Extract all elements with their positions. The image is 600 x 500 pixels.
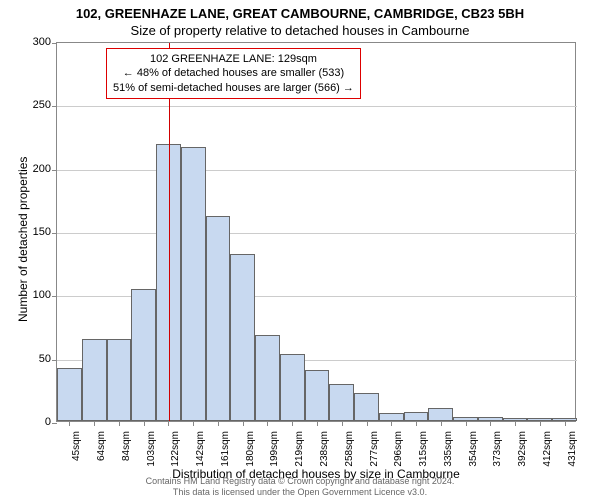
y-tick-label: 250 bbox=[21, 99, 51, 111]
x-tick bbox=[94, 421, 95, 426]
x-tick-label: 84sqm bbox=[121, 431, 132, 471]
info-line-3: 51% of semi-detached houses are larger (… bbox=[113, 81, 354, 95]
x-tick-label: 392sqm bbox=[517, 431, 528, 471]
x-tick bbox=[267, 421, 268, 426]
x-tick-label: 103sqm bbox=[146, 431, 157, 471]
x-tick-label: 431sqm bbox=[567, 431, 578, 471]
histogram-bar bbox=[404, 412, 429, 421]
grid-line bbox=[57, 106, 577, 107]
histogram-bar bbox=[428, 408, 453, 421]
marker-line bbox=[169, 43, 170, 421]
x-tick-label: 238sqm bbox=[319, 431, 330, 471]
x-tick-label: 373sqm bbox=[492, 431, 503, 471]
x-tick bbox=[193, 421, 194, 426]
histogram-bar bbox=[255, 335, 280, 421]
x-tick bbox=[342, 421, 343, 426]
histogram-bar bbox=[82, 339, 107, 421]
y-tick bbox=[52, 360, 57, 361]
chart-container: 102, GREENHAZE LANE, GREAT CAMBOURNE, CA… bbox=[0, 0, 600, 500]
x-tick bbox=[367, 421, 368, 426]
footer-line-1: Contains HM Land Registry data © Crown c… bbox=[0, 476, 600, 487]
y-axis-title: Number of detached properties bbox=[16, 157, 30, 322]
x-tick bbox=[490, 421, 491, 426]
x-tick bbox=[317, 421, 318, 426]
histogram-bar bbox=[206, 216, 231, 421]
histogram-bar bbox=[230, 254, 255, 421]
info-line-1: 102 GREENHAZE LANE: 129sqm bbox=[113, 52, 354, 66]
x-tick bbox=[515, 421, 516, 426]
y-tick bbox=[52, 43, 57, 44]
x-tick bbox=[69, 421, 70, 426]
x-tick bbox=[441, 421, 442, 426]
histogram-bar bbox=[131, 289, 156, 421]
histogram-bar bbox=[57, 368, 82, 421]
x-tick-label: 277sqm bbox=[369, 431, 380, 471]
info-line-2: ← 48% of detached houses are smaller (53… bbox=[113, 66, 354, 80]
x-tick-label: 64sqm bbox=[96, 431, 107, 471]
y-tick-label: 0 bbox=[21, 416, 51, 428]
histogram-bar bbox=[329, 384, 354, 421]
x-tick bbox=[391, 421, 392, 426]
plot-area: 05010015020025030045sqm64sqm84sqm103sqm1… bbox=[56, 42, 576, 422]
x-tick bbox=[292, 421, 293, 426]
x-tick-label: 296sqm bbox=[393, 431, 404, 471]
x-tick bbox=[466, 421, 467, 426]
x-tick-label: 142sqm bbox=[195, 431, 206, 471]
x-tick-label: 315sqm bbox=[418, 431, 429, 471]
y-tick bbox=[52, 423, 57, 424]
x-tick-label: 199sqm bbox=[269, 431, 280, 471]
chart-area: 05010015020025030045sqm64sqm84sqm103sqm1… bbox=[56, 42, 576, 422]
x-tick-label: 412sqm bbox=[542, 431, 553, 471]
x-tick bbox=[416, 421, 417, 426]
footer-line-2: This data is licensed under the Open Gov… bbox=[0, 487, 600, 498]
x-tick bbox=[540, 421, 541, 426]
x-tick-label: 335sqm bbox=[443, 431, 454, 471]
y-tick bbox=[52, 296, 57, 297]
x-tick bbox=[565, 421, 566, 426]
x-tick-label: 354sqm bbox=[468, 431, 479, 471]
info-box: 102 GREENHAZE LANE: 129sqm ← 48% of deta… bbox=[106, 48, 361, 99]
y-tick bbox=[52, 170, 57, 171]
histogram-bar bbox=[354, 393, 379, 421]
histogram-bar bbox=[181, 147, 206, 421]
x-tick-label: 258sqm bbox=[344, 431, 355, 471]
x-tick-label: 45sqm bbox=[71, 431, 82, 471]
y-tick bbox=[52, 233, 57, 234]
x-tick bbox=[243, 421, 244, 426]
x-tick-label: 219sqm bbox=[294, 431, 305, 471]
x-tick-label: 122sqm bbox=[170, 431, 181, 471]
x-tick-label: 180sqm bbox=[245, 431, 256, 471]
footer-attribution: Contains HM Land Registry data © Crown c… bbox=[0, 476, 600, 498]
x-tick-label: 161sqm bbox=[220, 431, 231, 471]
grid-line bbox=[57, 233, 577, 234]
title-address: 102, GREENHAZE LANE, GREAT CAMBOURNE, CA… bbox=[0, 0, 600, 21]
title-subtitle: Size of property relative to detached ho… bbox=[0, 23, 600, 38]
x-tick bbox=[218, 421, 219, 426]
x-tick bbox=[119, 421, 120, 426]
histogram-bar bbox=[379, 413, 404, 421]
y-tick-label: 50 bbox=[21, 353, 51, 365]
grid-line bbox=[57, 170, 577, 171]
x-tick bbox=[168, 421, 169, 426]
histogram-bar bbox=[280, 354, 305, 421]
histogram-bar bbox=[305, 370, 330, 421]
y-tick-label: 300 bbox=[21, 36, 51, 48]
x-tick bbox=[144, 421, 145, 426]
y-tick bbox=[52, 106, 57, 107]
histogram-bar bbox=[107, 339, 132, 421]
